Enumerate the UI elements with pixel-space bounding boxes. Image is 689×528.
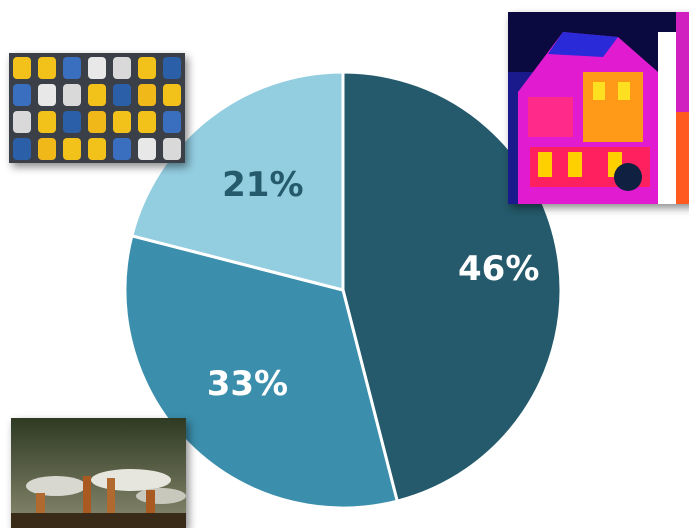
thermal-house-photo (508, 12, 689, 204)
pie-slice (130, 70, 345, 292)
pie-slice-label: 46% (458, 249, 539, 289)
pie-labels: 46% 33% 21% (207, 165, 540, 404)
pie-slice (123, 233, 400, 510)
pie-slice-label: 33% (207, 364, 288, 404)
factory-smokestacks-photo (11, 418, 186, 528)
traffic-jam-photo (9, 53, 185, 163)
pie-slices (123, 70, 563, 510)
pie-slice-label: 21% (222, 165, 303, 205)
pie-slice (341, 70, 563, 503)
